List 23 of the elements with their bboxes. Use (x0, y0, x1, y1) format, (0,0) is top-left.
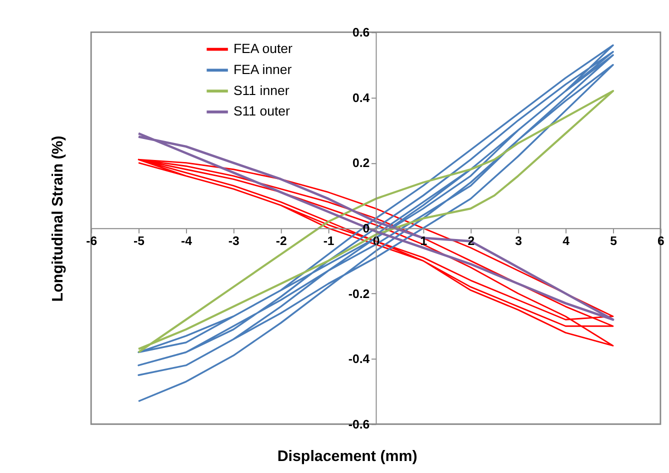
x-tick-label: -5 (134, 234, 145, 248)
x-tick-label: -2 (276, 234, 287, 248)
y-tick-label: -0.2 (348, 286, 370, 301)
x-tick-label: 0 (372, 234, 380, 248)
x-tick-label: 3 (515, 234, 522, 248)
x-tick-label: -1 (323, 234, 334, 248)
legend-label: FEA inner (233, 62, 292, 77)
y-tick-label: -0.4 (348, 352, 370, 366)
x-tick-label: -4 (180, 234, 192, 248)
x-tick-label: 4 (562, 234, 570, 248)
x-tick-label: -6 (86, 234, 98, 248)
x-tick-label: -3 (228, 234, 240, 248)
legend-label: S11 inner (233, 82, 290, 98)
legend-label: S11 outer (233, 104, 291, 119)
y-axis-title: Longitudinal Strain (%) (50, 136, 67, 302)
x-axis-title: Displacement (mm) (277, 448, 418, 466)
y-tick-label: 0.4 (352, 90, 370, 105)
legend-label: FEA outer (233, 41, 294, 56)
x-tick-label: 6 (658, 234, 665, 248)
y-tick-label: 0.6 (352, 25, 370, 40)
x-tick-label: 5 (610, 234, 618, 248)
y-tick-label: 0.2 (352, 156, 370, 170)
y-tick-label: -0.6 (348, 417, 370, 432)
